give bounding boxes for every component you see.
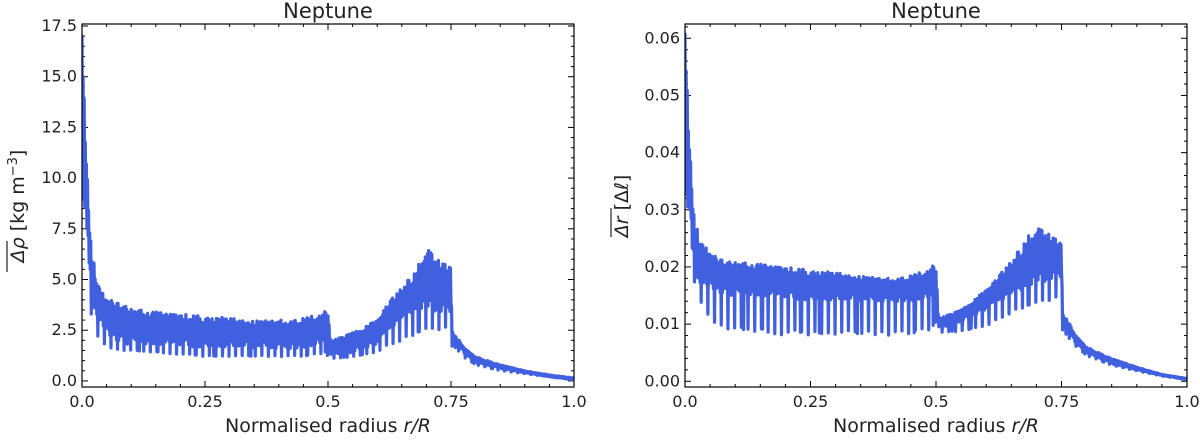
radius-series-line bbox=[685, 32, 1187, 382]
radius-x-tick-label: 0.25 bbox=[793, 392, 829, 411]
density-y-axis-label-group: Δρ [kg m−3] bbox=[6, 150, 30, 272]
radius-y-axis-label-group: Δr [Δℓ] bbox=[610, 175, 633, 240]
radius-x-tick-label: 0.0 bbox=[672, 392, 697, 411]
density-x-tick-label: 0.5 bbox=[315, 392, 340, 411]
density-y-tick-label: 10.0 bbox=[41, 168, 77, 187]
radius-x-axis-label: Normalised radius r/R bbox=[833, 415, 1039, 437]
radius-plot-area: 0.0 0.25 0.5 0.75 1.0 0.00 0.01 0.02 0.03 0.04 0.0… bbox=[644, 24, 1200, 411]
radius-y-tick-label: 0.04 bbox=[644, 143, 680, 162]
density-x-tick-label: 0.75 bbox=[433, 392, 469, 411]
density-x-tick-label: 0.0 bbox=[69, 392, 94, 411]
density-y-tick-label: 7.5 bbox=[52, 219, 77, 238]
density-y-tick-label: 17.5 bbox=[41, 16, 77, 35]
density-y-axis-label: Δρ [kg m−3] bbox=[6, 150, 30, 265]
radius-x-tick-label: 0.5 bbox=[923, 392, 948, 411]
density-series-line bbox=[82, 34, 574, 382]
density-x-tick-label: 1.0 bbox=[561, 392, 586, 411]
density-title: Neptune bbox=[283, 0, 373, 23]
density-axes-frame bbox=[81, 23, 575, 388]
density-plot-area: 0.0 0.25 0.5 0.75 1.0 0.0 2.5 5.0 7.5 10.0 12.5 15.… bbox=[41, 16, 586, 411]
density-y-tick-label: 2.5 bbox=[52, 320, 77, 339]
radius-y-tick-label: 0.01 bbox=[644, 314, 680, 333]
radius-y-tick-label: 0.00 bbox=[644, 371, 680, 390]
density-y-tick-label: 0.0 bbox=[52, 371, 77, 390]
radius-y-axis-label: Δr [Δℓ] bbox=[611, 175, 633, 240]
radius-y-tick-label: 0.06 bbox=[644, 28, 680, 47]
radius-axes-frame bbox=[684, 23, 1188, 388]
density-y-tick-label: 5.0 bbox=[52, 270, 77, 289]
radius-x-tick-label: 1.0 bbox=[1174, 392, 1199, 411]
radius-y-tick-label: 0.05 bbox=[644, 85, 680, 104]
radius-y-tick-label: 0.02 bbox=[644, 257, 680, 276]
density-x-axis-label: Normalised radius r/R bbox=[225, 415, 431, 437]
density-panel: 0.0 0.25 0.5 0.75 1.0 0.0 2.5 5.0 7.5 10.0 12.5 15.… bbox=[6, 0, 587, 437]
radius-x-tick-label: 0.75 bbox=[1044, 392, 1080, 411]
radius-y-tick-label: 0.03 bbox=[644, 200, 680, 219]
density-x-tick-label: 0.25 bbox=[187, 392, 223, 411]
density-y-tick-label: 12.5 bbox=[41, 117, 77, 136]
radius-panel: 0.0 0.25 0.5 0.75 1.0 0.00 0.01 0.02 0.03 0.04 0.0… bbox=[610, 0, 1200, 437]
radius-title: Neptune bbox=[891, 0, 981, 23]
density-y-tick-label: 15.0 bbox=[41, 67, 77, 86]
